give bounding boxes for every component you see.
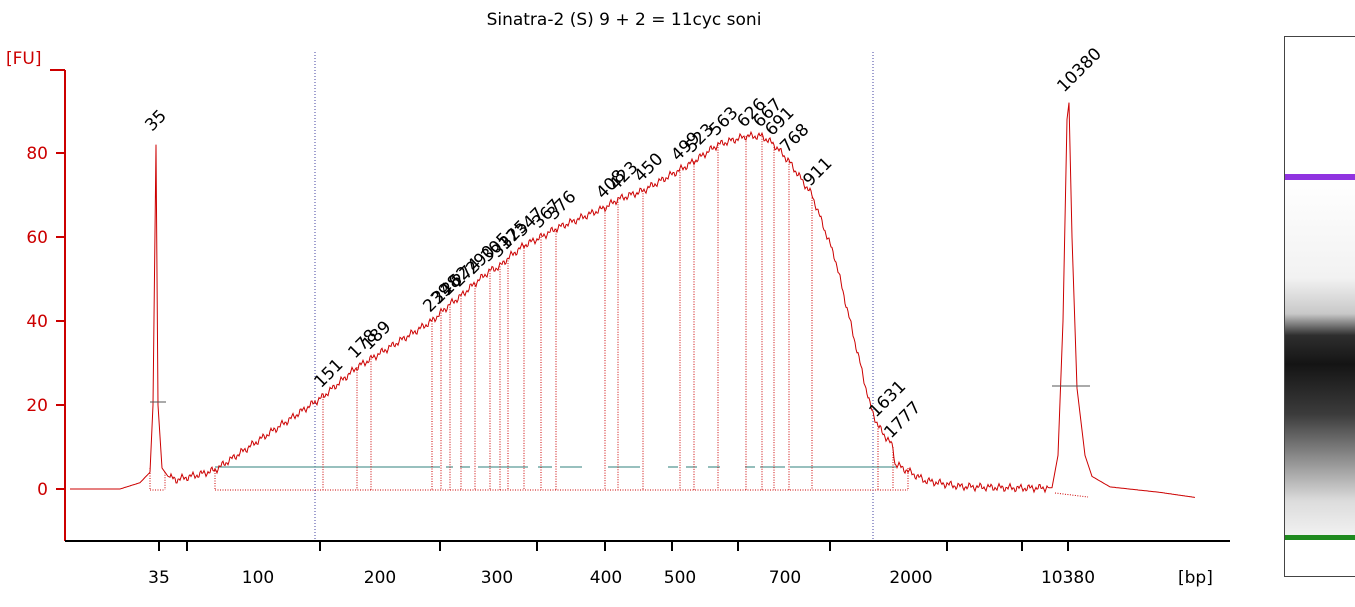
y-tick-label: 0	[37, 480, 48, 500]
gel-lane-image	[1285, 174, 1355, 540]
x-tick-label: 100	[242, 568, 274, 588]
x-tick-label: 2000	[889, 568, 932, 588]
x-tick-label: 300	[481, 568, 513, 588]
x-tick-label: 700	[769, 568, 801, 588]
peak-windows	[149, 136, 1089, 498]
lower-marker-label: 35	[141, 106, 170, 135]
chart-title: Sinatra-2 (S) 9 + 2 = 11cyc soni	[487, 10, 762, 30]
x-ticks: 35 100 200 300 400 500 700 2000 10380	[148, 541, 1095, 588]
y-tick-label: 80	[26, 144, 48, 164]
y-axis-label: [FU]	[6, 49, 42, 69]
peak-label: 450	[630, 149, 667, 186]
y-ticks: 0 20 40 60 80	[26, 144, 65, 500]
x-axis-label: [bp]	[1178, 568, 1213, 588]
peak-labels: 151 178 189 239 248 262 274 290 305 317 …	[310, 95, 925, 443]
gel-lane	[1284, 36, 1355, 577]
marker-half-height-ticks	[150, 385, 1090, 403]
x-tick-label: 500	[664, 568, 696, 588]
x-tick-label: 35	[148, 568, 170, 588]
y-tick-label: 20	[26, 396, 48, 416]
upper-marker-label: 10380	[1053, 44, 1105, 96]
region-boundaries	[314, 52, 874, 541]
x-tick-label: 200	[364, 568, 396, 588]
x-tick-label: 400	[590, 568, 622, 588]
lower-marker-band	[1285, 535, 1355, 540]
peak-label: 911	[799, 153, 836, 190]
signal-trace	[70, 102, 1196, 498]
upper-marker-band	[1285, 174, 1355, 180]
y-tick-label: 60	[26, 228, 48, 248]
marker-window-base	[1054, 492, 1089, 498]
peak-label: 151	[310, 355, 347, 392]
x-tick-label: 10380	[1041, 568, 1095, 588]
gel-smear	[1285, 177, 1355, 537]
y-tick-label: 40	[26, 312, 48, 332]
